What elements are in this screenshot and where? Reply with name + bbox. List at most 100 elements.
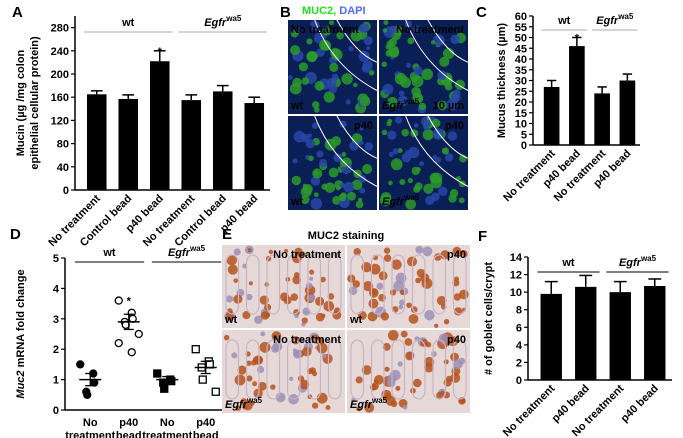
y-tick-label: 2 [516,357,522,369]
y-tick-label: 40 [57,162,69,174]
bar [594,93,610,145]
cell [367,311,378,322]
cell [306,51,318,63]
cell [256,356,263,363]
cell [384,366,390,372]
cell [359,126,364,131]
crypt [391,254,406,315]
text-segment: wa5 [371,396,388,405]
cell [388,25,397,34]
cell [395,385,401,391]
data-point [114,296,123,305]
cell [390,158,403,171]
cell [254,315,263,325]
cell [431,118,441,128]
cell [436,295,447,306]
cell [394,72,407,85]
cell [404,338,413,346]
cell [442,47,455,60]
cell [445,153,454,162]
cell [346,191,356,201]
x-tick-label: treatment [65,430,115,438]
cell [291,175,302,186]
cell [294,351,299,357]
data-point [153,369,162,378]
data-point [198,375,207,384]
text-segment: wt [561,257,575,269]
crypt [411,254,426,315]
cell [290,293,299,301]
data-point [134,329,143,339]
cell [422,246,433,257]
y-axis-label: Muc2 mRNA fold change [15,269,27,398]
cell [392,148,399,155]
cell [380,312,390,321]
cell [391,259,402,270]
x-tick-label: p40 bead [619,383,661,425]
error-bar [613,280,627,293]
crypt [225,339,240,400]
cell [259,341,271,353]
mucus-boundary [314,19,378,91]
cell [242,404,248,410]
error-bar [123,313,134,331]
data-point [160,384,169,393]
cell [382,83,394,95]
cell [378,271,388,281]
y-tick-label: 1 [53,375,59,387]
y-axis-label: # of goblet cells/crypt [483,262,495,375]
cell [450,34,460,45]
cell [316,342,328,354]
cell [305,282,313,289]
cell [453,89,461,97]
cell [314,107,320,113]
text-segment: wt [349,314,363,326]
micrograph [379,115,469,210]
cell [460,252,466,258]
cell [452,359,463,370]
cell [352,280,360,288]
cell [413,123,419,128]
cell [320,276,326,283]
bar [86,94,107,190]
cell [388,151,394,158]
cell [247,248,252,253]
y-tick-label: 4 [516,340,523,352]
micrograph [379,19,469,114]
cell [341,73,353,85]
data-point [191,345,200,354]
cell [358,174,367,183]
cell [405,198,417,210]
cell [383,247,391,254]
cell [433,34,445,47]
cell [359,23,369,33]
x-tick-label: No treatment [501,382,558,438]
data-point [83,390,92,399]
cell [381,61,388,68]
error-bar [90,90,103,95]
micrograph [347,330,470,413]
cell [294,313,299,319]
cell [353,82,358,88]
text-segment: wt [290,100,304,112]
error-bar [216,84,229,92]
cell [321,183,328,190]
cell [312,101,320,109]
bar [149,61,170,190]
x-tick-label: treatment [142,430,192,438]
cell [423,124,429,131]
data-point [127,348,136,357]
mucus-boundary [314,115,378,187]
text-segment: wa5 [246,396,263,405]
x-tick-label: bead [116,430,142,438]
cell [345,99,351,105]
cell [237,365,247,375]
cell [389,47,400,58]
cell [395,272,407,284]
text-segment: Egfr [350,399,373,411]
y-tick-label: 2 [53,344,59,356]
crypt [307,339,322,400]
bar [212,91,233,190]
cell [311,402,319,409]
cell [292,158,298,164]
